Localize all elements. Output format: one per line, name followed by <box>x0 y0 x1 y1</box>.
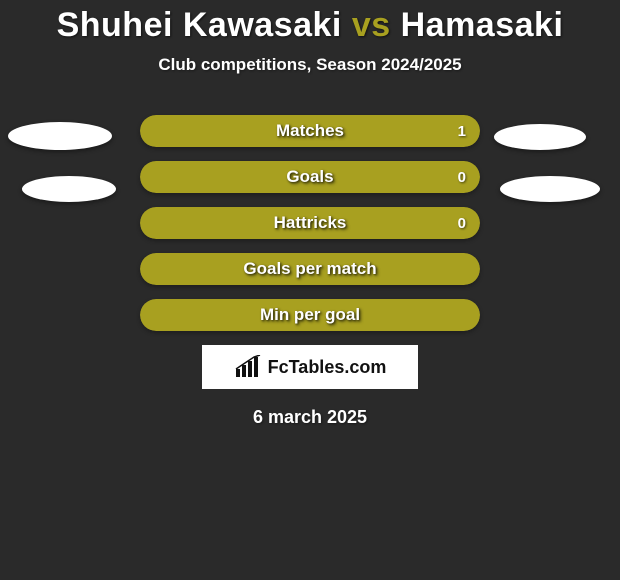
subtitle: Club competitions, Season 2024/2025 <box>0 55 620 75</box>
vs-text: vs <box>352 6 391 44</box>
stat-bar-fill <box>140 161 480 193</box>
page-title: Shuhei Kawasaki vs Hamasaki <box>0 6 620 45</box>
player1-name: Shuhei Kawasaki <box>57 6 342 44</box>
stat-bar: Goals0 <box>140 161 480 193</box>
stat-row: Hattricks0 <box>0 207 620 239</box>
decorative-ellipse <box>8 122 112 150</box>
stat-row: Min per goal <box>0 299 620 331</box>
stat-bar-fill <box>140 207 480 239</box>
logo-text: FcTables.com <box>268 357 387 378</box>
stat-bar-fill <box>140 299 480 331</box>
stat-bar: Hattricks0 <box>140 207 480 239</box>
stat-bar: Goals per match <box>140 253 480 285</box>
stat-value-right: 0 <box>458 207 466 239</box>
decorative-ellipse <box>22 176 116 202</box>
logo-box: FcTables.com <box>202 345 418 389</box>
decorative-ellipse <box>500 176 600 202</box>
date-text: 6 march 2025 <box>0 407 620 428</box>
stat-bar-fill <box>140 115 480 147</box>
logo-chart-icon <box>234 355 262 379</box>
decorative-ellipse <box>494 124 586 150</box>
comparison-card: Shuhei Kawasaki vs Hamasaki Club competi… <box>0 0 620 428</box>
stat-bar: Matches1 <box>140 115 480 147</box>
player2-name: Hamasaki <box>401 6 564 44</box>
stat-value-right: 1 <box>458 115 466 147</box>
stat-bar-fill <box>140 253 480 285</box>
stat-row: Goals per match <box>0 253 620 285</box>
stat-value-right: 0 <box>458 161 466 193</box>
stat-bar: Min per goal <box>140 299 480 331</box>
